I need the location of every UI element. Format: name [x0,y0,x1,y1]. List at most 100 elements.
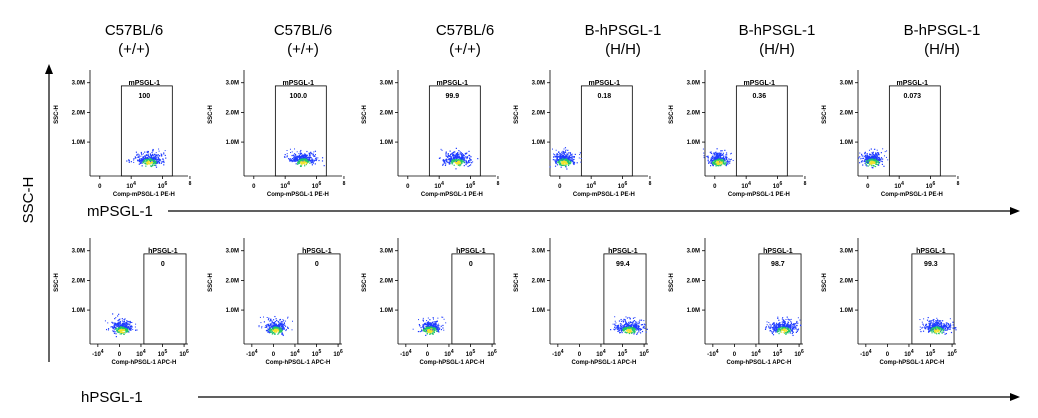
row-label-1: mPSGL-1 [87,203,153,220]
panel-x-label: Comp-hPSGL-1 APC-H [266,360,331,366]
plot-panel-r2-c2: 3.0M 2.0M 1.0M SSC-H -104 0 104 105 106Comp-hPSG… [208,238,343,366]
panel-x-label: Comp-mPSGL-1 PE-H [113,192,175,198]
x-tick-label: 8 [804,181,807,187]
x-tick-label: 8 [957,181,960,187]
x-tick-label: 8 [189,181,192,187]
x-tick-label: 106 [466,181,476,190]
scatter-cloud [412,316,447,336]
plot-panel-r2-c3: 3.0M 2.0M 1.0M SSC-H -104 0 104 105 106Comp-hPSG… [362,238,497,366]
y-tick-label: 3.0M [72,249,85,255]
y-tick-label: 2.0M [687,278,700,284]
x-tick-label: 105 [466,349,476,358]
y-tick-label: 3.0M [226,249,239,255]
column-genotype-5: (H/H) [759,41,795,58]
x-tick-label: 0 [866,184,870,190]
x-tick-label: 104 [126,181,136,190]
gate-percentage: 0.36 [752,93,766,100]
y-tick-label: 3.0M [380,249,393,255]
panel-y-label: SSC-H [362,273,368,292]
x-tick-label: -104 [246,349,258,358]
column-header-5: B-hPSGL-1 [739,22,816,39]
x-tick-label: 106 [926,181,936,190]
gate-percentage: 99.3 [924,261,938,268]
column-genotype-1: (+/+) [118,41,150,58]
y-tick-label: 2.0M [226,110,239,116]
x-tick-label: 104 [894,181,904,190]
x-tick-label: 105 [158,349,168,358]
x-tick-label: 104 [444,349,454,358]
plot-panel-r1-c5: 3.0M 2.0M 1.0M SSC-H 0 104 106 8 Comp-mPSGL-1 PE… [669,70,807,198]
x-tick-label: 105 [312,349,322,358]
y-tick-label: 1.0M [687,140,700,146]
y-tick-label: 3.0M [840,81,853,87]
gate-name: hPSGL-1 [916,248,946,255]
x-tick-label: 0 [733,352,737,358]
scatter-cloud [283,148,325,167]
x-tick-label: 106 [333,349,343,358]
gate-rectangle [580,85,633,177]
column-genotype-6: (H/H) [924,41,960,58]
gate-name: mPSGL-1 [129,80,161,87]
x-tick-label: 0 [578,352,582,358]
gate-percentage: 0 [469,261,473,268]
scatter-cloud [610,316,648,335]
y-tick-label: 1.0M [380,308,393,314]
row-label-2: hPSGL-1 [81,389,143,406]
panel-y-label: SSC-H [54,273,60,292]
gate-name: hPSGL-1 [763,248,793,255]
y-tick-label: 3.0M [226,81,239,87]
plot-panel-r1-c1: 3.0M 2.0M 1.0M SSC-H 0 104 106 8 Comp-mPSGL-1 PE… [54,70,192,198]
column-header-6: B-hPSGL-1 [904,22,981,39]
x-tick-label: 0 [406,184,410,190]
x-tick-label: 104 [741,181,751,190]
y-tick-label: 1.0M [72,140,85,146]
y-tick-label: 1.0M [840,140,853,146]
gate-percentage: 0 [161,261,165,268]
panel-y-label: SSC-H [54,105,60,124]
panel-x-label: Comp-hPSGL-1 APC-H [112,360,177,366]
plot-panel-r2-c1: 3.0M 2.0M 1.0M SSC-H -104 0 104 105 106Comp-hPSG… [54,238,189,366]
x-tick-label: 106 [947,349,957,358]
gate-rectangle [120,85,173,177]
plot-panel-r2-c6: 3.0M 2.0M 1.0M SSC-H -104 0 104 105 106Comp-hPSG… [822,238,957,366]
x-tick-label: 104 [904,349,914,358]
panel-x-label: Comp-mPSGL-1 PE-H [267,192,329,198]
y-tick-label: 1.0M [226,308,239,314]
y-tick-label: 3.0M [687,81,700,87]
plot-panel-r1-c2: 3.0M 2.0M 1.0M SSC-H 0 104 106 8 Comp-mPSGL-1 PE… [208,70,346,198]
x-tick-label: 104 [290,349,300,358]
x-tick-label: 0 [426,352,430,358]
panel-x-label: Comp-mPSGL-1 PE-H [421,192,483,198]
x-tick-label: 106 [179,349,189,358]
gate-percentage: 98.7 [771,261,785,268]
gate-rectangle [603,253,647,345]
row-arrowhead-2 [1010,393,1020,401]
scatter-cloud [919,316,957,335]
y-tick-label: 2.0M [532,110,545,116]
panel-x-label: Comp-hPSGL-1 APC-H [880,360,945,366]
panel-y-label: SSC-H [208,105,214,124]
x-tick-label: 105 [773,349,783,358]
x-tick-label: 105 [926,349,936,358]
gate-rectangle [735,85,788,177]
gate-rectangle [274,85,327,177]
y-tick-label: 1.0M [687,308,700,314]
y-tick-label: 1.0M [380,140,393,146]
panel-y-label: SSC-H [669,105,675,124]
panel-y-label: SSC-H [208,273,214,292]
panel-y-label: SSC-H [822,105,828,124]
scatter-cloud [764,316,802,337]
x-tick-label: 0 [272,352,276,358]
panel-y-label: SSC-H [514,105,520,124]
plot-panel-r2-c5: 3.0M 2.0M 1.0M SSC-H -104 0 104 105 106Comp-hPSG… [669,238,804,366]
y-tick-label: 1.0M [72,308,85,314]
gate-rectangle [451,253,495,345]
column-header-2: C57BL/6 [274,22,332,39]
y-tick-label: 3.0M [532,81,545,87]
x-tick-label: 106 [639,349,649,358]
gate-name: hPSGL-1 [456,248,486,255]
gate-percentage: 0 [315,261,319,268]
x-tick-label: 8 [343,181,346,187]
y-tick-label: 3.0M [72,81,85,87]
y-tick-label: 2.0M [380,278,393,284]
